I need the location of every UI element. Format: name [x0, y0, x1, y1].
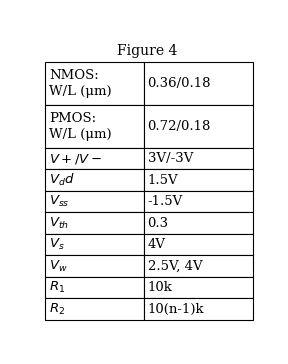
- Text: PMOS:
W/L (μm): PMOS: W/L (μm): [49, 112, 111, 141]
- Bar: [143, 169, 253, 191]
- Bar: [143, 62, 253, 105]
- Text: $V + /V -$: $V + /V -$: [49, 151, 102, 166]
- Bar: [45, 212, 143, 234]
- Bar: [143, 148, 253, 169]
- Text: 10k: 10k: [147, 281, 173, 294]
- Bar: [45, 148, 143, 169]
- Text: $V_s$: $V_s$: [49, 237, 65, 252]
- Text: $V_w$: $V_w$: [49, 258, 68, 274]
- Text: 4V: 4V: [147, 238, 166, 251]
- Bar: [45, 234, 143, 255]
- Bar: [143, 277, 253, 298]
- Bar: [45, 277, 143, 298]
- Text: 1.5V: 1.5V: [147, 174, 178, 187]
- Text: -1.5V: -1.5V: [147, 195, 183, 208]
- Text: 3V/-3V: 3V/-3V: [147, 152, 193, 165]
- Bar: [45, 62, 143, 105]
- Text: 0.36/0.18: 0.36/0.18: [147, 77, 211, 90]
- Text: $V_{ss}$: $V_{ss}$: [49, 194, 69, 209]
- Bar: [45, 255, 143, 277]
- Bar: [143, 212, 253, 234]
- Bar: [45, 169, 143, 191]
- Text: 0.3: 0.3: [147, 217, 169, 230]
- Text: $V_{th}$: $V_{th}$: [49, 215, 69, 231]
- Text: Figure 4: Figure 4: [118, 44, 178, 58]
- Bar: [143, 105, 253, 148]
- Bar: [45, 298, 143, 320]
- Text: $R_1$: $R_1$: [49, 280, 65, 295]
- Bar: [143, 298, 253, 320]
- Text: $R_2$: $R_2$: [49, 301, 65, 317]
- Bar: [45, 105, 143, 148]
- Bar: [143, 255, 253, 277]
- Text: $V_d d$: $V_d d$: [49, 172, 75, 188]
- Bar: [45, 191, 143, 212]
- Bar: [143, 234, 253, 255]
- Text: NMOS:
W/L (μm): NMOS: W/L (μm): [49, 69, 111, 98]
- Text: 2.5V, 4V: 2.5V, 4V: [147, 260, 202, 273]
- Bar: [143, 191, 253, 212]
- Text: 10(n-1)k: 10(n-1)k: [147, 302, 204, 316]
- Text: 0.72/0.18: 0.72/0.18: [147, 120, 211, 133]
